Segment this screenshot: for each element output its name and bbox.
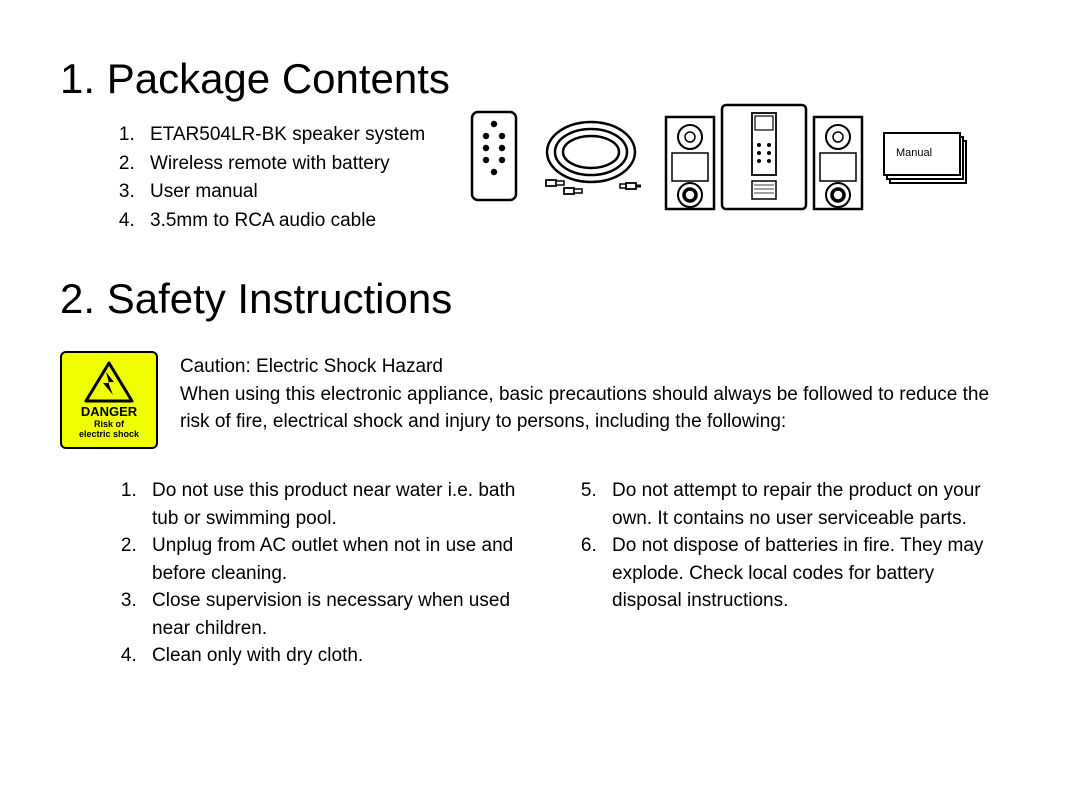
package-item: Wireless remote with battery <box>140 150 440 179</box>
safety-columns: Do not use this product near water i.e. … <box>60 477 1020 670</box>
caution-title: Caution: Electric Shock Hazard <box>180 356 443 377</box>
caution-body: When using this electronic appliance, ba… <box>180 384 989 433</box>
speakers-icon <box>664 101 864 211</box>
section2-content: DANGER Risk of electric shock Caution: E… <box>60 351 1020 670</box>
danger-sub-line2: electric shock <box>79 430 139 440</box>
caution-text: Caution: Electric Shock Hazard When usin… <box>180 351 1020 436</box>
package-list: ETAR504LR-BK speaker system Wireless rem… <box>60 121 440 235</box>
cable-icon <box>536 110 646 202</box>
danger-label: DANGER <box>81 405 137 418</box>
safety-item: Close supervision is necessary when used… <box>142 587 530 642</box>
section-package-contents: 1. Package Contents ETAR504LR-BK speaker… <box>60 55 1020 235</box>
safety-item: Do not use this product near water i.e. … <box>142 477 530 532</box>
danger-sign-icon: DANGER Risk of electric shock <box>60 351 158 449</box>
package-item: 3.5mm to RCA audio cable <box>140 207 440 236</box>
heading-package-contents: 1. Package Contents <box>60 55 1020 103</box>
safety-item: Do not dispose of batteries in fire. The… <box>602 532 990 615</box>
caution-row: DANGER Risk of electric shock Caution: E… <box>60 351 1020 449</box>
heading-safety-instructions: 2. Safety Instructions <box>60 275 1020 323</box>
package-item: ETAR504LR-BK speaker system <box>140 121 440 150</box>
safety-item: Clean only with dry cloth. <box>142 642 530 670</box>
illustrations-row: Manual <box>470 101 970 211</box>
remote-icon <box>470 110 518 202</box>
section-safety-instructions: 2. Safety Instructions DANGER Risk of el… <box>60 275 1020 670</box>
manual-icon: Manual <box>882 125 970 187</box>
package-item: User manual <box>140 178 440 207</box>
safety-item: Do not attempt to repair the product on … <box>602 477 990 532</box>
safety-list-left: Do not use this product near water i.e. … <box>110 477 530 670</box>
manual-label: Manual <box>896 147 932 159</box>
danger-triangle-icon <box>84 361 134 403</box>
safety-list-right: Do not attempt to repair the product on … <box>570 477 990 670</box>
safety-item: Unplug from AC outlet when not in use an… <box>142 532 530 587</box>
section1-content: ETAR504LR-BK speaker system Wireless rem… <box>60 121 1020 235</box>
